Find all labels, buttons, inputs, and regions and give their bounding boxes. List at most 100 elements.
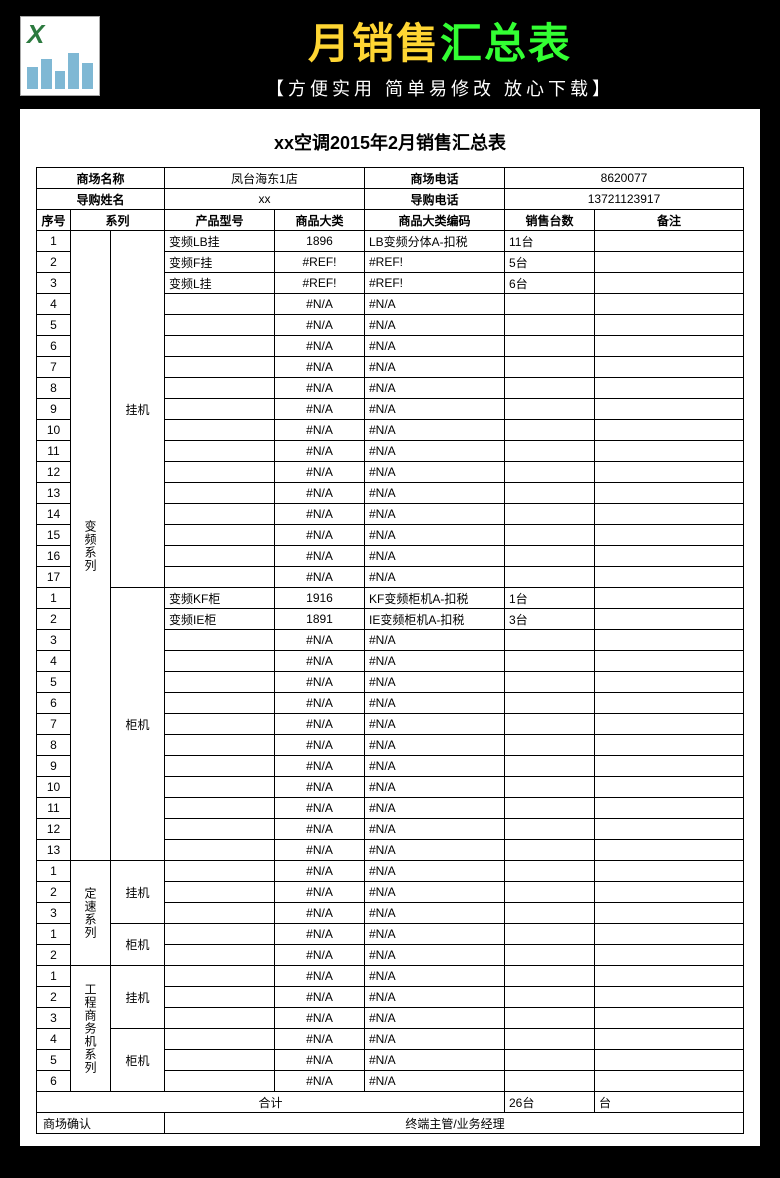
seq-cell: 4 bbox=[37, 1029, 71, 1050]
model-cell bbox=[165, 819, 275, 840]
code-cell: #N/A bbox=[365, 378, 505, 399]
category-cell: 1891 bbox=[275, 609, 365, 630]
code-cell: #N/A bbox=[365, 945, 505, 966]
main-title: 月销售汇总表 bbox=[120, 10, 760, 71]
code-cell: IE变频柜机A-扣税 bbox=[365, 609, 505, 630]
note-cell bbox=[595, 1050, 744, 1071]
col-code: 商品大类编码 bbox=[365, 210, 505, 231]
code-cell: #N/A bbox=[365, 336, 505, 357]
col-note: 备注 bbox=[595, 210, 744, 231]
code-cell: #N/A bbox=[365, 882, 505, 903]
category-cell: #N/A bbox=[275, 777, 365, 798]
code-cell: #N/A bbox=[365, 630, 505, 651]
note-cell bbox=[595, 525, 744, 546]
note-cell bbox=[595, 651, 744, 672]
category-cell: #N/A bbox=[275, 462, 365, 483]
col-seq: 序号 bbox=[37, 210, 71, 231]
category-cell: #N/A bbox=[275, 735, 365, 756]
series-cell: 定速系列 bbox=[71, 861, 111, 966]
note-cell bbox=[595, 252, 744, 273]
seq-cell: 12 bbox=[37, 462, 71, 483]
seq-cell: 8 bbox=[37, 378, 71, 399]
category-cell: #N/A bbox=[275, 315, 365, 336]
model-cell bbox=[165, 840, 275, 861]
model-cell bbox=[165, 336, 275, 357]
model-cell bbox=[165, 1050, 275, 1071]
note-cell bbox=[595, 966, 744, 987]
seq-cell: 7 bbox=[37, 714, 71, 735]
subgroup-cell: 挂机 bbox=[111, 231, 165, 588]
model-cell bbox=[165, 357, 275, 378]
subgroup-cell: 挂机 bbox=[111, 966, 165, 1029]
category-cell: #N/A bbox=[275, 546, 365, 567]
code-cell: #REF! bbox=[365, 252, 505, 273]
seq-cell: 2 bbox=[37, 609, 71, 630]
model-cell: 变频L挂 bbox=[165, 273, 275, 294]
model-cell bbox=[165, 441, 275, 462]
code-cell: #N/A bbox=[365, 819, 505, 840]
category-cell: #N/A bbox=[275, 1071, 365, 1092]
note-cell bbox=[595, 903, 744, 924]
category-cell: #N/A bbox=[275, 1008, 365, 1029]
store-name-value: 凤台海东1店 bbox=[165, 168, 365, 189]
seq-cell: 6 bbox=[37, 1071, 71, 1092]
category-cell: #N/A bbox=[275, 987, 365, 1008]
note-cell bbox=[595, 483, 744, 504]
qty-cell bbox=[505, 987, 595, 1008]
note-cell bbox=[595, 924, 744, 945]
qty-cell bbox=[505, 819, 595, 840]
model-cell bbox=[165, 945, 275, 966]
code-cell: #N/A bbox=[365, 777, 505, 798]
code-cell: #N/A bbox=[365, 840, 505, 861]
category-cell: #N/A bbox=[275, 399, 365, 420]
note-cell bbox=[595, 441, 744, 462]
code-cell: #N/A bbox=[365, 567, 505, 588]
qty-cell bbox=[505, 1050, 595, 1071]
note-cell bbox=[595, 294, 744, 315]
model-cell bbox=[165, 882, 275, 903]
code-cell: #N/A bbox=[365, 546, 505, 567]
model-cell bbox=[165, 798, 275, 819]
subgroup-cell: 柜机 bbox=[111, 588, 165, 861]
qty-cell bbox=[505, 504, 595, 525]
category-cell: 1896 bbox=[275, 231, 365, 252]
seq-cell: 1 bbox=[37, 966, 71, 987]
series-cell: 工程商务机系列 bbox=[71, 966, 111, 1092]
category-cell: #N/A bbox=[275, 840, 365, 861]
model-cell bbox=[165, 651, 275, 672]
code-cell: #N/A bbox=[365, 1008, 505, 1029]
code-cell: #N/A bbox=[365, 1029, 505, 1050]
code-cell: #N/A bbox=[365, 924, 505, 945]
note-cell bbox=[595, 588, 744, 609]
excel-icon: X bbox=[20, 16, 100, 96]
seq-cell: 5 bbox=[37, 315, 71, 336]
store-phone-value: 8620077 bbox=[505, 168, 744, 189]
total-note: 台 bbox=[595, 1092, 744, 1113]
seq-cell: 2 bbox=[37, 987, 71, 1008]
category-cell: #N/A bbox=[275, 630, 365, 651]
qty-cell bbox=[505, 525, 595, 546]
model-cell bbox=[165, 378, 275, 399]
category-cell: #N/A bbox=[275, 924, 365, 945]
note-cell bbox=[595, 861, 744, 882]
note-cell bbox=[595, 735, 744, 756]
model-cell bbox=[165, 672, 275, 693]
model-cell bbox=[165, 567, 275, 588]
code-cell: #N/A bbox=[365, 903, 505, 924]
category-cell: #N/A bbox=[275, 525, 365, 546]
code-cell: #N/A bbox=[365, 504, 505, 525]
category-cell: #N/A bbox=[275, 714, 365, 735]
model-cell bbox=[165, 420, 275, 441]
category-cell: #N/A bbox=[275, 819, 365, 840]
code-cell: #REF! bbox=[365, 273, 505, 294]
model-cell bbox=[165, 462, 275, 483]
qty-cell bbox=[505, 399, 595, 420]
model-cell bbox=[165, 504, 275, 525]
note-cell bbox=[595, 378, 744, 399]
seq-cell: 15 bbox=[37, 525, 71, 546]
category-cell: #N/A bbox=[275, 483, 365, 504]
qty-cell bbox=[505, 567, 595, 588]
code-cell: #N/A bbox=[365, 357, 505, 378]
qty-cell bbox=[505, 714, 595, 735]
note-cell bbox=[595, 630, 744, 651]
